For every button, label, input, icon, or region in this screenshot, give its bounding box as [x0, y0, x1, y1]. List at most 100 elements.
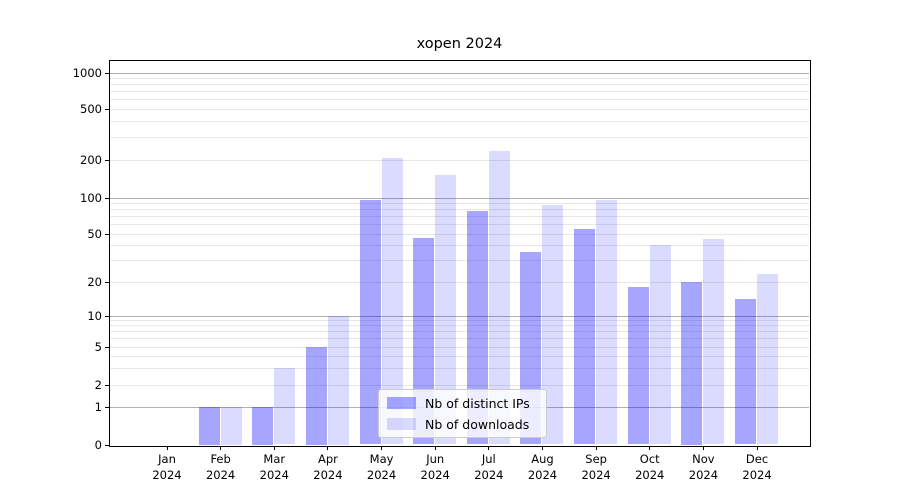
gridline-minor — [109, 384, 809, 386]
gridline-minor — [109, 355, 809, 357]
gridline-minor — [109, 233, 809, 235]
x-tick-month: May — [369, 452, 394, 466]
gridline-minor — [109, 99, 809, 101]
x-tick-mark — [595, 446, 597, 450]
gridline-minor — [109, 108, 809, 110]
gridline-minor — [109, 91, 809, 93]
y-tick-mark — [104, 407, 109, 408]
y-tick-mark — [104, 347, 109, 348]
gridline-minor — [109, 320, 809, 322]
gridline-minor — [109, 216, 809, 218]
legend-swatch-distinct-ips — [387, 397, 416, 409]
bar-downloads-nov — [703, 239, 725, 445]
gridline-major — [109, 315, 809, 317]
x-tick-year: 2024 — [635, 467, 665, 482]
bar-distinct-ips-may — [359, 200, 381, 445]
x-tick-mark — [273, 446, 275, 450]
x-tick-mark — [327, 446, 329, 450]
gridline-minor — [109, 136, 809, 138]
x-tick-month: Dec — [745, 452, 769, 466]
x-tick-month: Jun — [426, 452, 445, 466]
gridline-major — [109, 197, 809, 199]
y-tick-mark — [104, 73, 109, 74]
x-tick-month: Apr — [317, 452, 338, 466]
x-tick-mark — [488, 446, 490, 450]
bar-distinct-ips-apr — [305, 346, 327, 445]
bar-downloads-jun — [435, 175, 457, 445]
legend-item-distinct-ips: Nb of distinct IPs — [387, 396, 538, 411]
x-tick-mark — [220, 446, 222, 450]
y-tick-mark — [104, 385, 109, 386]
y-tick-label: 500 — [80, 101, 102, 116]
bar-downloads-aug — [542, 204, 564, 445]
x-tick-year: 2024 — [742, 467, 772, 482]
legend-label-downloads: Nb of downloads — [425, 416, 530, 432]
y-tick-mark — [104, 160, 109, 161]
x-tick-label-jun: Jun 2024 — [395, 452, 475, 483]
x-tick-year: 2024 — [313, 467, 343, 482]
x-tick-label-jan: Jan 2024 — [127, 452, 207, 483]
y-tick-label: 20 — [87, 274, 102, 289]
x-tick-year: 2024 — [474, 467, 504, 482]
bar-downloads-may — [381, 158, 403, 445]
bar-downloads-feb — [220, 406, 242, 445]
x-tick-month: Aug — [531, 452, 554, 466]
x-tick-label-sep: Sep 2024 — [556, 452, 636, 483]
y-tick-label: 50 — [87, 226, 102, 241]
bar-distinct-ips-nov — [681, 281, 703, 445]
gridline-minor — [109, 281, 809, 283]
bar-distinct-ips-feb — [198, 406, 220, 445]
x-tick-label-mar: Mar 2024 — [234, 452, 314, 483]
bar-distinct-ips-dec — [735, 298, 757, 445]
bar-downloads-dec — [757, 274, 779, 445]
x-tick-month: Jul — [481, 452, 496, 466]
y-tick-mark — [104, 198, 109, 199]
gridline-minor — [109, 260, 809, 262]
bar-downloads-sep — [596, 200, 618, 445]
gridline-minor — [109, 245, 809, 247]
y-tick-label: 200 — [80, 152, 102, 167]
x-tick-month: Feb — [210, 452, 231, 466]
gridline-minor — [109, 367, 809, 369]
x-tick-label-feb: Feb 2024 — [181, 452, 261, 483]
x-tick-month: Nov — [692, 452, 715, 466]
legend-item-downloads: Nb of downloads — [387, 417, 538, 432]
x-tick-year: 2024 — [420, 467, 450, 482]
y-tick-label: 0 — [94, 437, 102, 452]
legend: Nb of distinct IPs Nb of downloads — [378, 389, 547, 438]
x-tick-mark — [541, 446, 543, 450]
x-tick-label-aug: Aug 2024 — [502, 452, 582, 483]
x-tick-month: Jan — [158, 452, 176, 466]
gridline-minor — [109, 325, 809, 327]
x-tick-year: 2024 — [527, 467, 558, 482]
y-tick-mark — [104, 109, 109, 110]
x-tick-mark — [434, 446, 436, 450]
gridline-major — [109, 72, 809, 74]
y-tick-label: 100 — [80, 190, 102, 205]
x-tick-mark — [166, 446, 168, 450]
bar-distinct-ips-sep — [574, 228, 596, 445]
x-tick-mark — [756, 446, 758, 450]
chart-title: xopen 2024 — [416, 36, 503, 52]
x-tick-year: 2024 — [688, 467, 719, 482]
gridline-minor — [109, 224, 809, 226]
y-tick-label: 10 — [87, 308, 102, 323]
y-tick-mark — [104, 282, 109, 283]
x-tick-month: Oct — [639, 452, 660, 466]
x-tick-label-oct: Oct 2024 — [610, 452, 690, 483]
bar-distinct-ips-mar — [252, 406, 274, 445]
bar-downloads-apr — [327, 315, 349, 445]
gridline-minor — [109, 202, 809, 204]
gridline-minor — [109, 209, 809, 211]
gridline-minor — [109, 77, 809, 79]
y-tick-label: 2 — [94, 377, 102, 392]
x-tick-month: Sep — [585, 452, 607, 466]
x-tick-year: 2024 — [152, 467, 182, 482]
bar-downloads-oct — [649, 245, 671, 445]
y-tick-mark — [104, 234, 109, 235]
x-tick-label-may: May 2024 — [342, 452, 422, 483]
x-tick-year: 2024 — [259, 467, 289, 482]
bar-distinct-ips-jul — [466, 211, 488, 445]
x-tick-label-apr: Apr 2024 — [288, 452, 368, 483]
